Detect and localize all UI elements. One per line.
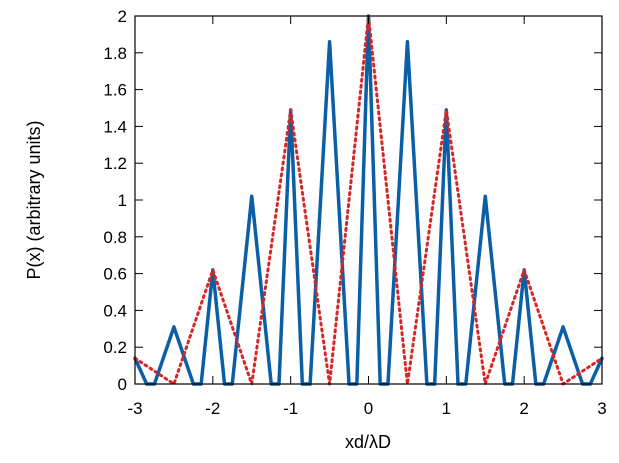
y-tick-label: 0 <box>118 375 127 394</box>
y-tick-label: 0.4 <box>103 301 127 320</box>
y-tick-label: 1.4 <box>103 117 127 136</box>
x-tick-label: 0 <box>364 399 373 418</box>
x-tick-label: 1 <box>442 399 451 418</box>
series-line-1 <box>133 14 604 386</box>
x-tick-label: 2 <box>519 399 528 418</box>
y-tick-label: 2 <box>118 7 127 26</box>
x-tick-label: -2 <box>205 399 220 418</box>
plot-area <box>133 14 604 386</box>
x-tick-label: -1 <box>283 399 298 418</box>
y-axis-ticks: 0 0.2 0.4 0.6 0.8 1 1.2 1.4 1.6 1.8 2 <box>103 7 602 394</box>
y-tick-label: 1.8 <box>103 44 127 63</box>
y-tick-label: 1.6 <box>103 81 127 100</box>
x-axis-ticks: -3 -2 -1 0 1 2 3 <box>127 16 607 418</box>
y-tick-label: 0.2 <box>103 338 127 357</box>
y-axis-label: P(x) (arbitrary units) <box>24 120 44 279</box>
x-axis-label: xd/λD <box>345 432 391 452</box>
y-tick-label: 0.8 <box>103 228 127 247</box>
y-tick-label: 0.6 <box>103 265 127 284</box>
x-tick-label: 3 <box>597 399 606 418</box>
y-tick-label: 1 <box>118 191 127 210</box>
x-tick-label: -3 <box>127 399 142 418</box>
y-tick-label: 1.2 <box>103 154 127 173</box>
